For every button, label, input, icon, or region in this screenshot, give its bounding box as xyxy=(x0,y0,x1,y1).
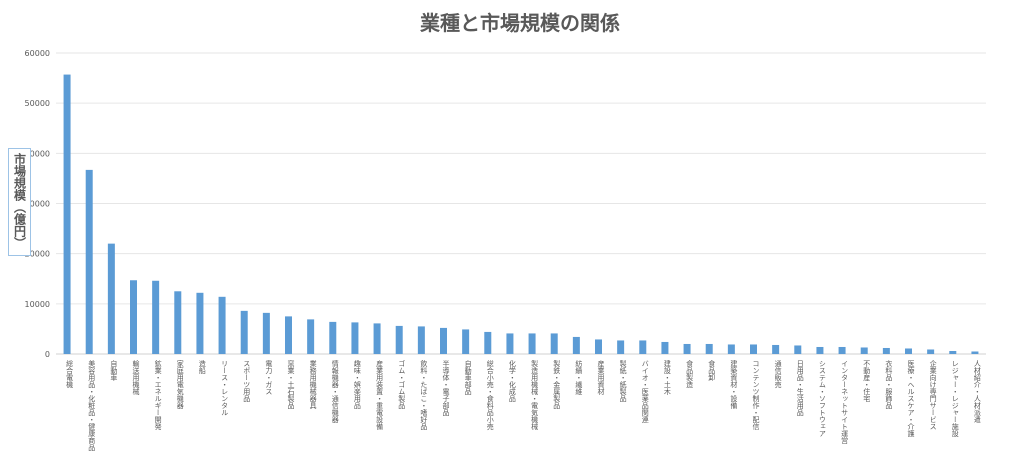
bar xyxy=(661,342,668,354)
x-tick-label: 衣料品・服飾品 xyxy=(885,359,893,410)
bar xyxy=(750,344,757,354)
bar xyxy=(174,291,181,354)
x-tick-label: ゴム・ゴム製品 xyxy=(398,359,406,410)
x-tick-label: 建設・土木 xyxy=(663,359,671,396)
x-tick-label: 医療・ヘルスケア・介護 xyxy=(907,360,915,438)
bar xyxy=(529,333,536,354)
bar xyxy=(440,328,447,354)
bar xyxy=(861,347,868,354)
x-tick-label: 紡績・繊維 xyxy=(575,359,583,396)
x-tick-label: レジャー・レジャー施設 xyxy=(951,360,959,438)
bar xyxy=(351,322,358,354)
bar xyxy=(816,347,823,354)
bar xyxy=(329,322,336,354)
bar xyxy=(839,347,846,354)
x-tick-label: インターネットサイト運営 xyxy=(841,360,849,445)
bar xyxy=(219,297,226,354)
gridlines xyxy=(56,53,986,354)
bar xyxy=(307,319,314,354)
bar xyxy=(108,244,115,354)
x-tick-label: 日用品・生活用品 xyxy=(796,360,804,417)
x-tick-label: 製鉄・金属製品 xyxy=(553,359,561,410)
x-tick-label: 家庭用電気機器 xyxy=(176,359,184,410)
x-tick-label: 情報機器・通信機器 xyxy=(331,359,339,424)
x-tick-label: システム・ソフトウェア xyxy=(818,360,826,437)
x-tick-label: コンテンツ制作・配信 xyxy=(752,360,760,431)
x-tick-label: スポーツ用品 xyxy=(243,360,251,403)
x-tick-label: 食品製造 xyxy=(686,359,694,389)
x-tick-label: 自動車 xyxy=(110,359,118,382)
bar xyxy=(241,311,248,354)
bar xyxy=(64,75,71,354)
x-tick-label: 半導体・電子部品 xyxy=(442,359,450,417)
bar xyxy=(772,345,779,354)
x-tick-label: 鉱業・エネルギー開発 xyxy=(154,359,162,431)
bar xyxy=(706,344,713,354)
x-tick-label: 建築資材・設備 xyxy=(730,359,738,410)
x-tick-label: 企業向け専門サービス xyxy=(929,359,937,430)
bar xyxy=(684,344,691,354)
x-tick-label: 窯業・土石製品 xyxy=(287,359,295,410)
bar xyxy=(883,348,890,354)
x-tick-label: 飲料・たばこ・嗜好品 xyxy=(420,359,428,431)
x-tick-label: 製紙・紙製品 xyxy=(619,359,627,403)
x-tick-label: 趣味・娯楽用品 xyxy=(353,359,361,410)
bar xyxy=(639,340,646,354)
bar xyxy=(971,351,978,354)
x-tick-label: リース・レンタル xyxy=(221,360,229,416)
x-tick-label: 造船 xyxy=(198,359,206,375)
bar xyxy=(462,329,469,354)
bar xyxy=(573,337,580,354)
x-tick-label: バイオ・医薬品関連 xyxy=(641,360,649,424)
bar xyxy=(263,313,270,354)
bar xyxy=(927,349,934,354)
bar xyxy=(728,344,735,354)
x-tick-label: 食品卸 xyxy=(708,359,716,382)
bar xyxy=(396,326,403,354)
bar xyxy=(949,351,956,354)
bar xyxy=(285,316,292,354)
x-tick-label: 自動車部品 xyxy=(464,359,472,396)
x-tick-label: 製造用機械・電気機械 xyxy=(531,359,539,431)
x-tick-label: 業務用機械器具 xyxy=(309,359,317,410)
x-tick-label: 産業用装置・重電設備 xyxy=(376,359,384,431)
x-tick-label: 通信販売 xyxy=(774,359,782,389)
bar xyxy=(152,281,159,354)
bar xyxy=(374,323,381,354)
x-tick-label: 総合電機 xyxy=(66,359,74,389)
bar xyxy=(617,340,624,354)
x-tick-label: 総合小売・食料品小売 xyxy=(486,359,494,431)
bar xyxy=(506,333,513,354)
bars xyxy=(64,75,979,354)
y-tick-label: 10000 xyxy=(25,300,50,309)
x-tick-label: 人材紹介・人材派遣 xyxy=(973,360,981,424)
bar xyxy=(418,326,425,354)
bar xyxy=(551,333,558,354)
bar xyxy=(905,348,912,354)
y-tick-label: 60000 xyxy=(25,49,50,58)
x-tick-label: 輸送用機械 xyxy=(132,359,140,396)
y-axis-label: 市場規模（億円） xyxy=(14,153,26,249)
bar xyxy=(484,332,491,354)
x-tick-label: 不動産・住宅 xyxy=(863,360,871,402)
x-tick-label: 産業用資材 xyxy=(597,359,605,395)
y-axis-label-box: 市場規模（億円） xyxy=(8,148,31,256)
y-tick-label: 50000 xyxy=(25,99,50,108)
bar xyxy=(130,280,137,354)
x-tick-label: 電力・ガス xyxy=(265,360,273,395)
y-tick-label: 0 xyxy=(45,350,50,359)
bar xyxy=(595,339,602,354)
bar xyxy=(86,170,93,354)
x-tick-label: 美容用品・化粧品・健康商品 xyxy=(88,359,96,452)
x-axis-ticks: 総合電機 美容用品・化粧品・健康商品 自動車 輸送用機械 鉱業・エネルギー開発 家庭用電気… xyxy=(66,359,982,452)
chart-title: 業種と市場規模の関係 xyxy=(420,11,620,35)
bar xyxy=(794,345,801,354)
x-tick-label: 化学・化成品 xyxy=(508,359,516,403)
bar xyxy=(196,293,203,354)
